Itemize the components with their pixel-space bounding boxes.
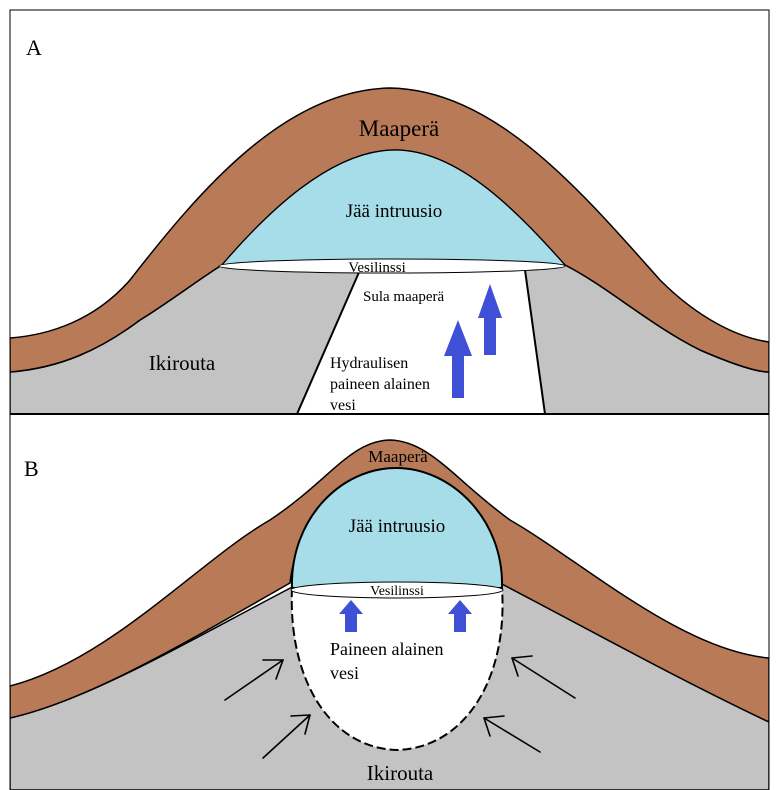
panel-b-permafrost-label: Ikirouta [367, 761, 434, 785]
panel-a-water-label-line2: paineen alainen [330, 376, 430, 393]
panel-a-upward-arrow-right [478, 284, 502, 355]
panel-b-lens-label: Vesilinssi [370, 584, 424, 599]
panel-b-water-label-line1: Paineen alainen [330, 639, 443, 659]
compression-arrow-lower-left [262, 714, 311, 759]
panel-b-soil-label: Maaperä [368, 447, 428, 466]
panel-a-ice-label: Jää intruusio [346, 201, 443, 222]
panel-a-ice-intrusion [220, 149, 567, 266]
panel-a-upward-arrow-left [444, 320, 472, 398]
panel-b-water-lens [290, 581, 504, 599]
panel-a-soil-layer [10, 87, 769, 373]
panel-a-thawed-soil-label: Sula maaperä [363, 289, 445, 305]
panel-a-letter: A [26, 35, 42, 60]
panel-b-upward-arrow-right [448, 600, 472, 632]
panel-b-water-label-line2: vesi [330, 663, 359, 683]
panel-a-water-lens [218, 258, 566, 274]
diagram-frame [9, 9, 770, 790]
panel-a-soil-label: Maaperä [359, 116, 439, 141]
panel-b-letter: B [24, 456, 39, 481]
panel-b-upward-arrow-left [339, 600, 363, 632]
panel-b-ice-label: Jää intruusio [349, 516, 446, 537]
panel-a: A Maaperä Jää intruusio Vesilinssi Sula … [10, 10, 769, 414]
panel-b-ice-intrusion [290, 466, 504, 589]
compression-arrow-lower-right [483, 715, 541, 753]
panel-a-permafrost-label: Ikirouta [149, 351, 216, 375]
compression-arrow-upper-left [224, 659, 284, 701]
panel-b-pressurized-water-zone [290, 587, 504, 752]
compression-arrow-upper-right [511, 655, 576, 699]
panel-a-water-label-line3: vesi [330, 397, 356, 414]
panel-b-compression-arrows [224, 655, 576, 759]
panel-a-water-label-line1: Hydraulisen [330, 355, 408, 372]
panel-a-lens-label: Vesilinssi [348, 260, 406, 276]
panel-b: B Maaperä Jää intruusio Vesilinssi Paine… [10, 414, 769, 790]
